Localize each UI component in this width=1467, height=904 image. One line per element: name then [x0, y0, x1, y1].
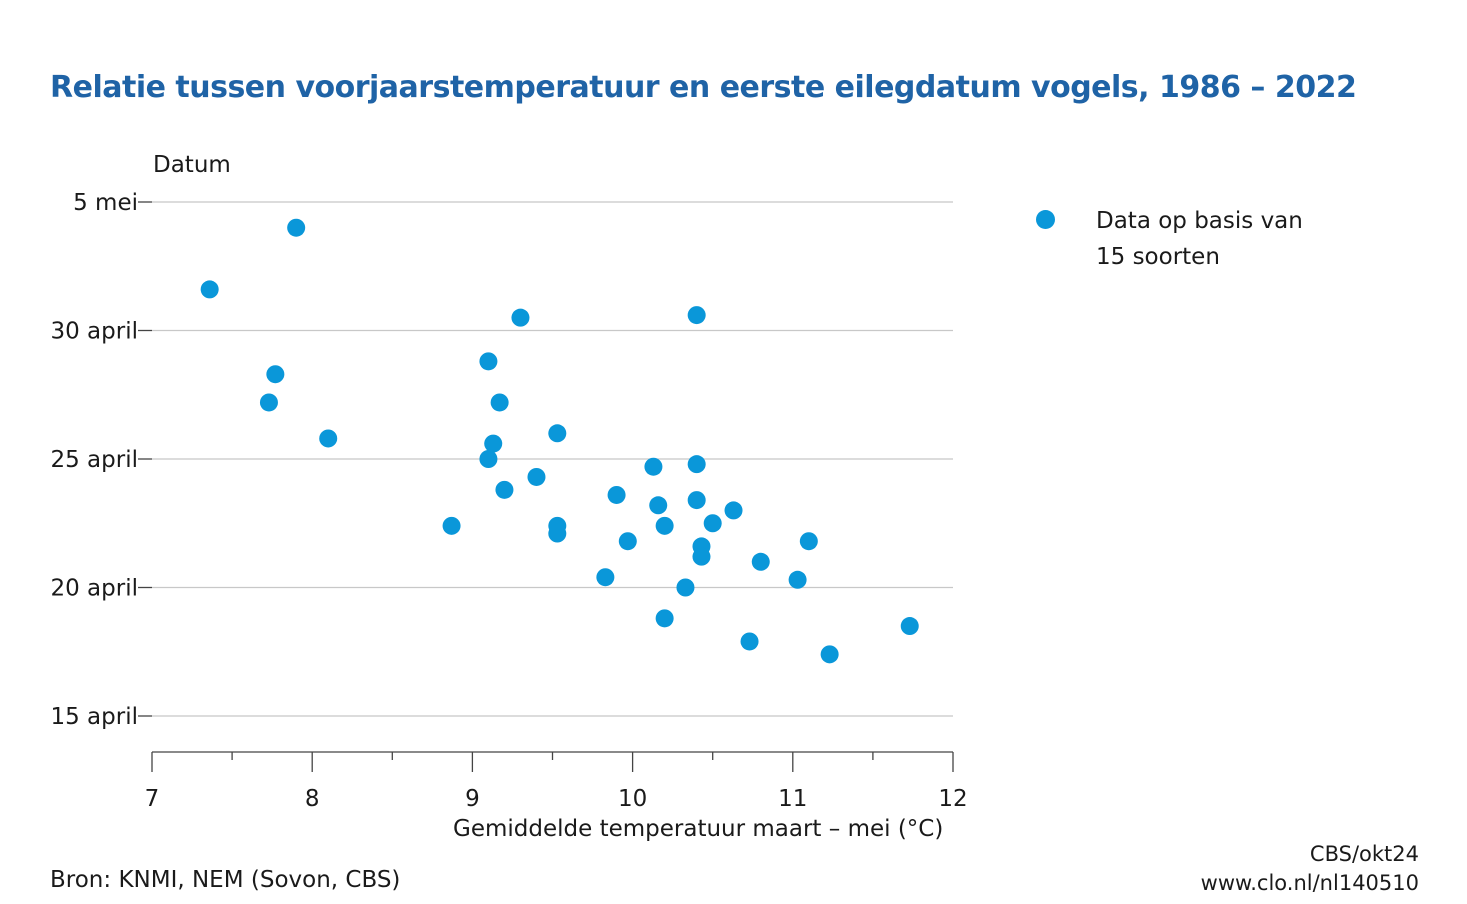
x-tick-label: 10 [618, 786, 647, 812]
data-point [687, 306, 706, 325]
data-point [820, 645, 839, 664]
data-point [607, 485, 626, 504]
data-point [676, 578, 695, 597]
credit-publisher: CBS/okt24 [1309, 842, 1419, 866]
data-point [687, 491, 706, 510]
legend-marker [1036, 210, 1055, 229]
x-axis-label: Gemiddelde temperatuur maart – mei (°C) [453, 816, 944, 842]
y-axis-label: Datum [153, 152, 231, 178]
data-point [655, 609, 674, 628]
data-point [644, 457, 663, 476]
data-point [442, 516, 461, 535]
data-point [479, 450, 498, 468]
data-point [287, 218, 306, 237]
data-point [484, 434, 503, 453]
data-point [479, 352, 498, 371]
x-tick-label: 11 [778, 786, 807, 812]
data-point [740, 632, 759, 651]
x-tick-label: 8 [305, 786, 320, 812]
data-point [319, 429, 338, 448]
legend-label: Data op basis van 15 soorten [1096, 203, 1326, 275]
credit-url: www.clo.nl/nl140510 [1200, 871, 1419, 895]
data-point [548, 524, 567, 543]
source-note: Bron: KNMI, NEM (Sovon, CBS) [50, 867, 401, 893]
data-point [655, 516, 674, 535]
chart-title: Relatie tussen voorjaarstemperatuur en e… [50, 70, 1357, 105]
y-tick-label: 30 april [50, 319, 138, 345]
data-point [259, 393, 278, 412]
data-point [618, 532, 637, 551]
data-point [495, 480, 514, 499]
data-point [548, 424, 567, 443]
data-point [511, 308, 530, 327]
data-point [703, 514, 722, 533]
data-point [200, 280, 219, 299]
data-point [788, 570, 807, 589]
data-point [527, 467, 546, 486]
data-point [799, 532, 818, 551]
y-tick-label: 15 april [50, 704, 138, 730]
data-point [692, 547, 711, 566]
x-tick-label: 12 [938, 786, 967, 812]
legend-label-line2: 15 soorten [1096, 244, 1220, 270]
y-tick-label: 5 mei [73, 190, 138, 216]
data-point [900, 617, 919, 636]
y-tick-label: 20 april [50, 576, 138, 602]
x-tick-label: 7 [145, 786, 160, 812]
data-point [724, 501, 743, 520]
data-point [649, 496, 668, 515]
credit: CBS/okt24 www.clo.nl/nl140510 [1201, 840, 1419, 898]
data-point [490, 393, 509, 412]
legend: Data op basis van 15 soorten [1036, 203, 1326, 275]
data-point [266, 365, 285, 384]
data-point [751, 552, 770, 571]
legend-label-line1: Data op basis van [1096, 208, 1303, 234]
y-tick-label: 25 april [50, 447, 138, 473]
data-point [687, 455, 706, 474]
x-tick-label: 9 [465, 786, 480, 812]
data-point [596, 568, 615, 587]
